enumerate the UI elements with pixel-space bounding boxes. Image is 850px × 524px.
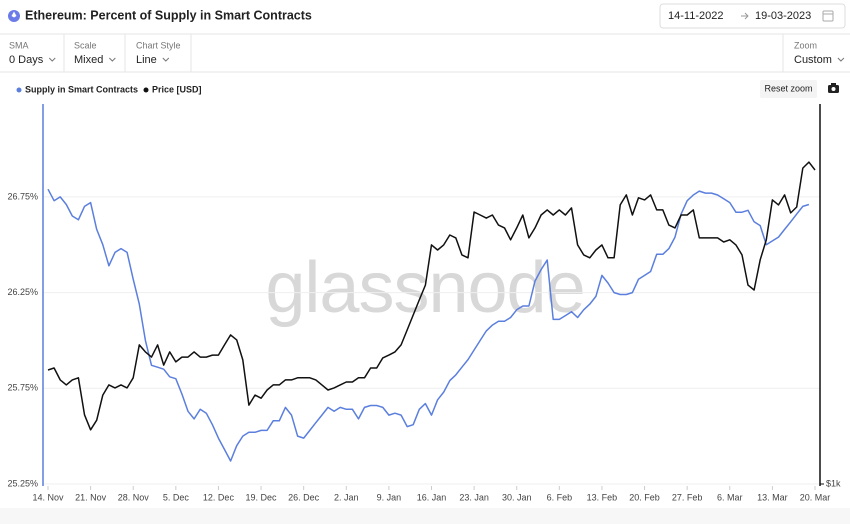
x-tick-label: 14. Nov: [32, 492, 64, 502]
control-label: Zoom: [794, 40, 817, 50]
x-tick-label: 5. Dec: [163, 492, 190, 502]
arrow-icon: [741, 12, 749, 20]
x-tick-label: 12. Dec: [203, 492, 235, 502]
legend-marker: [16, 87, 22, 93]
date-range[interactable]: [659, 3, 846, 29]
reset-zoom-button[interactable]: [760, 80, 817, 98]
x-tick-label: 21. Nov: [75, 492, 107, 502]
control-value[interactable]: Line: [136, 54, 157, 66]
x-tick-label: 16. Jan: [417, 492, 447, 502]
series-line: [47, 161, 816, 431]
legend-entry[interactable]: Supply in Smart Contracts: [25, 84, 138, 94]
y-tick-label: 25.25%: [7, 478, 38, 488]
x-tick-label: 19. Dec: [246, 492, 278, 502]
x-tick-label: 20. Feb: [629, 492, 660, 502]
x-tick-label: 30. Jan: [502, 492, 532, 502]
date-to[interactable]: 19-03-2023: [755, 10, 811, 22]
title: Ethereum: Percent of Supply in Smart Con…: [25, 8, 312, 22]
x-tick-label: 27. Feb: [672, 492, 703, 502]
y-tick-label: 25.75%: [7, 383, 38, 393]
camera-icon-top: [831, 83, 836, 86]
chevron: [108, 57, 116, 62]
navigator: [0, 508, 850, 524]
y-tick-label: 26.75%: [7, 191, 38, 201]
control-value[interactable]: 0 Days: [9, 54, 44, 66]
date-from[interactable]: 14-11-2022: [668, 10, 723, 22]
control-label: Scale: [74, 40, 97, 50]
series-line: [47, 188, 810, 462]
x-tick-label: 26. Dec: [288, 492, 320, 502]
eth-icon-glyph: [11, 11, 17, 18]
legend-entry[interactable]: Price [USD]: [152, 84, 202, 94]
x-tick-label: 9. Jan: [377, 492, 402, 502]
chevron: [837, 57, 845, 62]
x-tick-label: 2. Jan: [334, 492, 359, 502]
x-tick-label: 6. Mar: [717, 492, 743, 502]
x-tick-label: 13. Feb: [587, 492, 618, 502]
x-tick-label: 13. Mar: [757, 492, 788, 502]
watermark: glassnode: [265, 248, 584, 328]
y-tick-label: 26.25%: [7, 287, 38, 297]
control-label: SMA: [9, 40, 29, 50]
control-label: Chart Style: [136, 40, 181, 50]
x-tick-label: 6. Feb: [547, 492, 573, 502]
control-value[interactable]: Custom: [794, 54, 832, 66]
camera-lens: [831, 87, 836, 91]
control-value[interactable]: Mixed: [74, 54, 103, 66]
reset-zoom-label[interactable]: Reset zoom: [764, 83, 812, 93]
x-tick-label: 20. Mar: [800, 492, 831, 502]
legend-marker: [143, 87, 149, 93]
x-tick-label: 28. Nov: [118, 492, 150, 502]
chevron: [48, 57, 56, 62]
y2-tick-label: $1k: [826, 478, 841, 488]
chevron: [162, 57, 170, 62]
calendar-icon[interactable]: [822, 10, 834, 22]
x-tick-label: 23. Jan: [459, 492, 489, 502]
